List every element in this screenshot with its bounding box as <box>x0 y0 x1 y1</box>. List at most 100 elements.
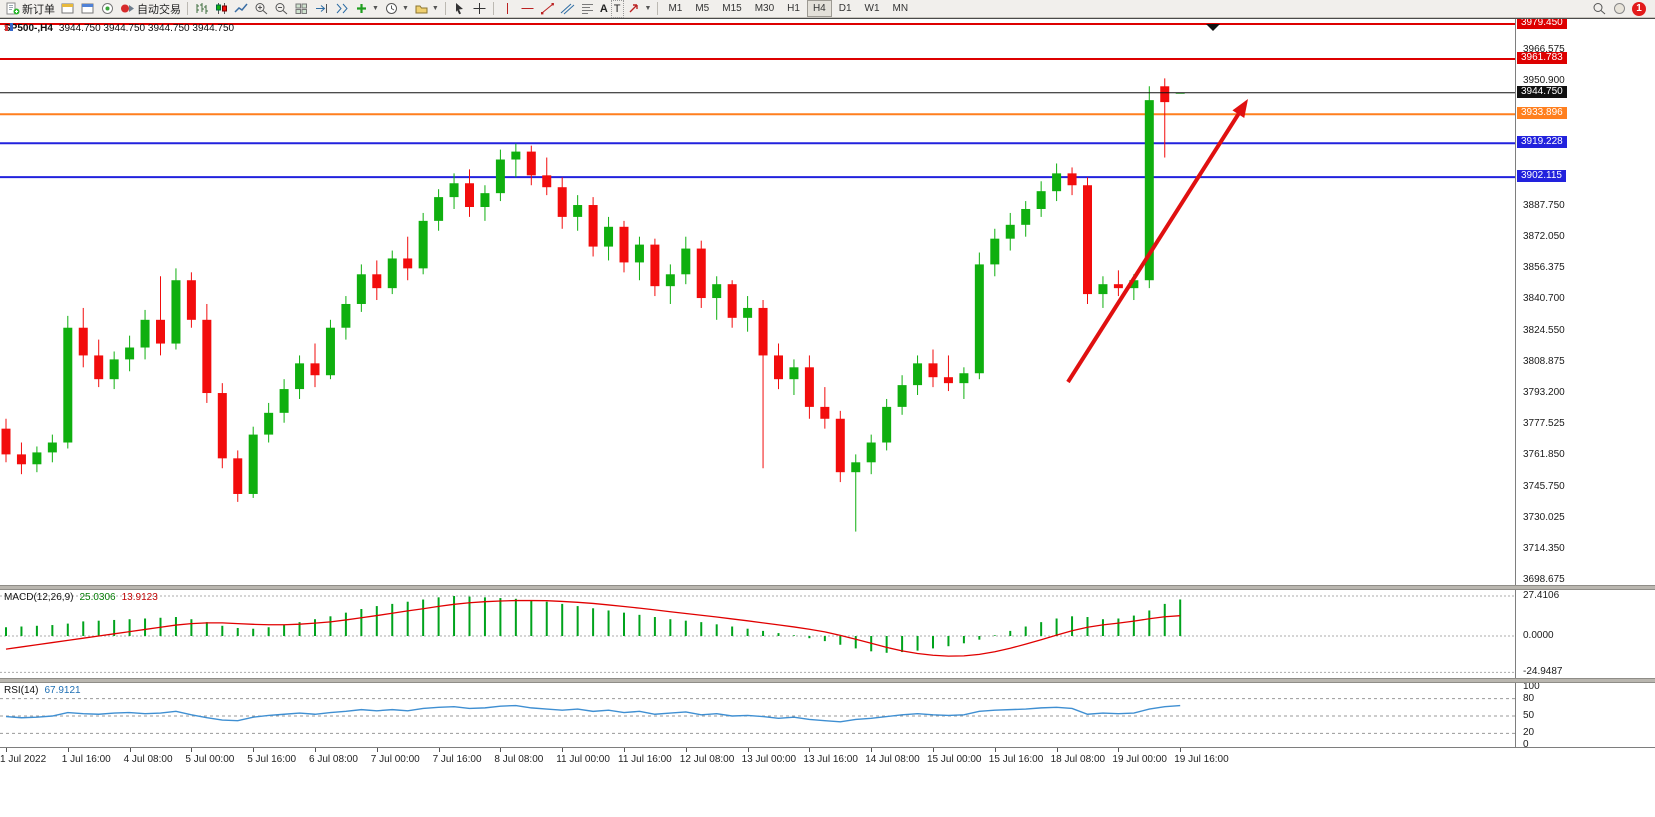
time-axis[interactable]: 1 Jul 2022 1 Jul 16:00 4 Jul 08:00 5 Jul 00… <box>0 747 1655 774</box>
tile-windows-button[interactable] <box>292 1 311 17</box>
rsi-panel: 100 80 50 20 0 RSI(14) 67.9121 <box>0 683 1655 747</box>
shift-end-button[interactable] <box>332 1 351 17</box>
notification-button[interactable]: 1 <box>1630 1 1648 17</box>
candle-body <box>418 220 428 269</box>
time-axis-label: 4 Jul 08:00 <box>123 754 173 765</box>
candle-body <box>63 327 73 443</box>
time-axis-label: 19 Jul 16:00 <box>1174 754 1229 765</box>
text-tool-glyph: A <box>599 2 608 15</box>
toolbar-separator <box>492 2 494 15</box>
time-tick <box>1118 748 1120 752</box>
candle-body <box>820 406 830 419</box>
line-chart-button[interactable] <box>232 1 251 17</box>
main-chart-panel: 3966.575 3950.900 3887.750 3872.050 3856.375… <box>0 18 1655 585</box>
candle-body <box>356 274 366 304</box>
help-icon <box>1614 3 1625 14</box>
new-order-icon <box>6 2 20 15</box>
timeframe-d1-button[interactable]: D1 <box>838 3 852 14</box>
macd-plot[interactable] <box>0 590 1515 678</box>
rsi-scale[interactable]: 100 80 50 20 0 <box>1515 683 1655 747</box>
new-order-button[interactable]: 新订单 <box>3 1 57 17</box>
panel-separator[interactable] <box>0 585 1655 590</box>
candle-body <box>882 406 892 443</box>
candle-body <box>140 319 150 348</box>
candle-body <box>1 428 11 455</box>
candlestick-button[interactable] <box>212 1 231 17</box>
timeframe-m1-button[interactable]: M1 <box>668 3 683 14</box>
navigator-button[interactable] <box>98 1 117 17</box>
price-tick-label: 3872.050 <box>1523 230 1565 242</box>
templates-button[interactable]: ▼ <box>412 1 441 17</box>
indicators-button[interactable]: ▼ <box>352 1 381 17</box>
help-button[interactable] <box>1610 1 1629 17</box>
channel-button[interactable] <box>558 1 577 17</box>
cursor-button[interactable] <box>450 1 469 17</box>
time-axis-label: 12 Jul 08:00 <box>679 754 735 765</box>
time-tick <box>1180 748 1182 752</box>
candlestick-chart[interactable] <box>0 19 1515 585</box>
time-axis-label: 11 Jul 16:00 <box>618 754 672 765</box>
panel-separator[interactable] <box>0 678 1655 683</box>
crosshair-button[interactable] <box>470 1 489 17</box>
market-watch-button[interactable] <box>58 1 77 17</box>
timeframe-h4-button[interactable]: H4 <box>806 0 832 17</box>
price-tag-3961.783: 3961.783 <box>1517 52 1567 64</box>
periods-button[interactable]: ▼ <box>382 1 411 17</box>
price-tag-3979.450: 3979.450 <box>1517 19 1567 30</box>
candle-body <box>897 385 907 407</box>
arrows-button[interactable]: ▼ <box>625 1 654 17</box>
candle-body <box>913 363 923 386</box>
label-tool-glyph: T <box>613 2 621 15</box>
navigator-icon <box>102 3 113 14</box>
arrow-tool-icon <box>629 4 638 13</box>
time-axis-label: 6 Jul 08:00 <box>309 754 358 765</box>
vertical-line-button[interactable] <box>498 1 517 17</box>
time-tick <box>933 748 934 752</box>
zoom-out-button[interactable] <box>272 1 291 17</box>
timeframe-mn-button[interactable]: MN <box>892 3 909 14</box>
timeframe-m30-button[interactable]: M30 <box>754 3 775 14</box>
timeframe-m5-button[interactable]: M5 <box>695 3 710 14</box>
trendline-button[interactable] <box>538 1 557 17</box>
time-tick <box>685 748 687 752</box>
time-tick <box>809 748 811 752</box>
timeframe-m15-button[interactable]: M15 <box>722 3 742 14</box>
candle-body <box>542 175 552 188</box>
text-button[interactable]: A <box>598 1 610 17</box>
time-axis-label: 5 Jul 16:00 <box>247 754 297 765</box>
trend-arrow-line[interactable] <box>1066 106 1245 384</box>
candle-body <box>171 280 181 344</box>
candle-body <box>109 359 119 380</box>
macd-scale[interactable]: 27.4106 0.0000 -24.9487 <box>1515 590 1655 678</box>
arrows-caret-icon: ▼ <box>644 5 652 12</box>
time-axis-label: 14 Jul 08:00 <box>865 754 920 765</box>
candle-body <box>279 389 289 413</box>
search-button[interactable] <box>1590 1 1609 17</box>
search-icon <box>1593 3 1606 15</box>
candle-body <box>665 274 675 287</box>
rsi-scale-label: 0 <box>1523 739 1529 747</box>
rsi-line <box>5 704 1181 723</box>
price-scale[interactable]: 3966.575 3950.900 3887.750 3872.050 3856.375… <box>1515 19 1655 585</box>
macd-scale-label: 27.4106 <box>1523 590 1560 601</box>
price-tag-3944.750: 3944.750 <box>1517 85 1567 98</box>
bar-chart-button[interactable] <box>192 1 211 17</box>
autotrading-button[interactable]: 自动交易 <box>118 1 183 17</box>
trend-arrow-head[interactable] <box>1232 99 1248 118</box>
time-tick <box>438 748 440 752</box>
chart-shift-marker[interactable] <box>1206 24 1220 31</box>
data-window-button[interactable] <box>78 1 97 17</box>
fibonacci-button[interactable] <box>578 1 597 17</box>
candle-body <box>743 307 753 318</box>
timeframe-w1-button[interactable]: W1 <box>864 3 880 14</box>
auto-scroll-button[interactable] <box>312 1 331 17</box>
candle-body <box>573 205 583 217</box>
zoom-in-button[interactable] <box>252 1 271 17</box>
rsi-plot[interactable] <box>0 683 1515 747</box>
timeframe-h1-button[interactable]: H1 <box>787 3 800 14</box>
time-axis-label: 13 Jul 00:00 <box>741 754 797 765</box>
candle-body <box>403 258 413 269</box>
label-button[interactable]: T <box>610 0 624 18</box>
candle-body <box>1083 185 1092 295</box>
horizontal-line-button[interactable] <box>518 1 537 17</box>
